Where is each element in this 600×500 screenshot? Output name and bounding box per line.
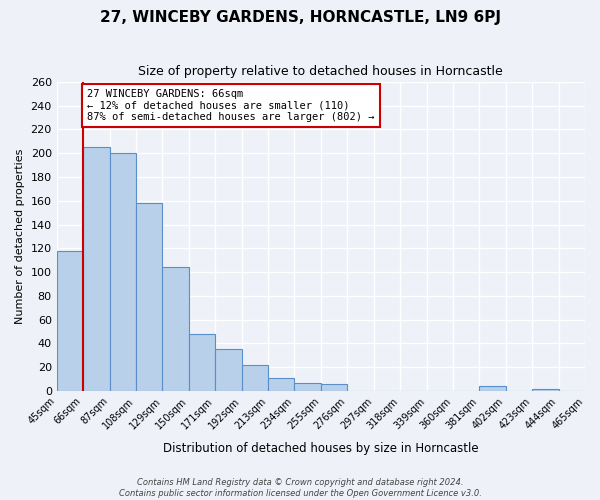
Y-axis label: Number of detached properties: Number of detached properties [15, 149, 25, 324]
Title: Size of property relative to detached houses in Horncastle: Size of property relative to detached ho… [139, 65, 503, 78]
Bar [295, 382, 321, 391]
Bar [242, 365, 268, 391]
Bar [532, 388, 559, 391]
Bar [83, 148, 110, 391]
Bar [189, 334, 215, 391]
Text: Contains HM Land Registry data © Crown copyright and database right 2024.
Contai: Contains HM Land Registry data © Crown c… [119, 478, 481, 498]
Bar [321, 384, 347, 391]
Text: 27, WINCEBY GARDENS, HORNCASTLE, LN9 6PJ: 27, WINCEBY GARDENS, HORNCASTLE, LN9 6PJ [100, 10, 500, 25]
Bar [110, 154, 136, 391]
Bar [163, 268, 189, 391]
Bar [56, 251, 83, 391]
Bar [215, 350, 242, 391]
Bar [136, 203, 163, 391]
Text: 27 WINCEBY GARDENS: 66sqm
← 12% of detached houses are smaller (110)
87% of semi: 27 WINCEBY GARDENS: 66sqm ← 12% of detac… [87, 89, 374, 122]
Bar [268, 378, 295, 391]
Bar [479, 386, 506, 391]
X-axis label: Distribution of detached houses by size in Horncastle: Distribution of detached houses by size … [163, 442, 479, 455]
